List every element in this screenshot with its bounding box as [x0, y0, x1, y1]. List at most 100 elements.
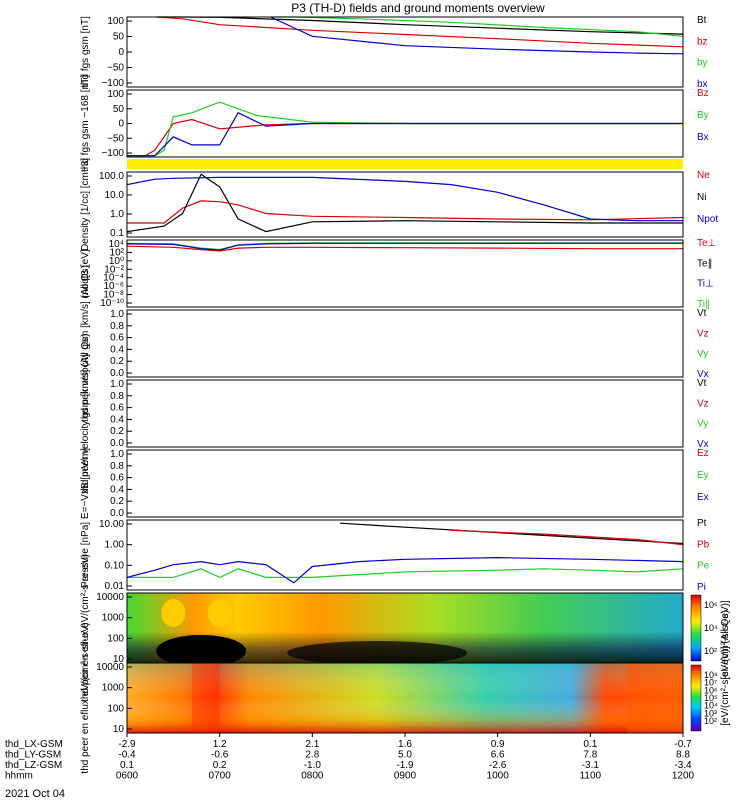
legend-entry: by [697, 58, 708, 69]
y-tick-label: 100 [107, 16, 124, 27]
y-tick-label: 10 [113, 724, 125, 735]
y-tick-label: 100.0 [99, 171, 124, 182]
y-tick-label: 0.1 [110, 228, 124, 239]
footer-value: 0.1 [583, 739, 597, 750]
y-tick-label: 10.0 [105, 190, 125, 201]
colorbar-tick-label: 10⁸ [704, 670, 718, 680]
series-line-bz [156, 16, 684, 48]
panel-frame [126, 519, 684, 591]
footer-value: 0700 [209, 771, 232, 782]
footer-value: 7.8 [583, 750, 597, 761]
y-tick-label: 10² [110, 247, 125, 258]
colorbar-scale [690, 664, 702, 732]
y-tick-label: 100 [107, 633, 124, 644]
colorbar-tick-label: 10² [704, 716, 717, 726]
series-line-Npot [126, 176, 683, 222]
y-tick-label: 0.0 [110, 508, 124, 519]
y-tick-label: 0.2 [110, 496, 124, 507]
footer-value: 2.1 [305, 739, 319, 750]
y-tick-label: 0.01 [105, 581, 125, 592]
footer-row-label: thd_LY-GSM [5, 750, 61, 761]
y-tick-label: 100 [107, 89, 124, 100]
footer-value: 8.8 [676, 750, 690, 761]
y-tick-label: 0.2 [110, 426, 124, 437]
series-line-by [270, 16, 684, 37]
y-tick-label: 0.0 [110, 368, 124, 379]
colorbar: 10⁶ 10⁴ 10² [eV/(cm²-s-sr-eV)] (All Qs) [690, 594, 731, 726]
series-line-Ti⊥ [126, 242, 683, 251]
y-axis-label: thd peer velocity gsm [km/s] (All Qs) [80, 333, 91, 493]
legend-entry: By [697, 110, 709, 121]
footer-value: -1.0 [304, 760, 322, 771]
colorbar-tick-label: 10³ [704, 708, 717, 718]
y-tick-label: 10000 [96, 592, 124, 603]
panel-1: Bt bz by bx 100 50 0 −50 −100 thd fgs gsm [nT] [80, 15, 708, 90]
series-line-By [127, 101, 683, 157]
legend-entry: Bx [697, 132, 709, 143]
y-tick-label: 0.8 [110, 321, 124, 332]
panel-2: Bz By Bx 100 50 0 −50 −100 thd fgs gsm −168 [nT] [80, 75, 709, 172]
y-tick-label: 0.8 [110, 391, 124, 402]
y-axis-label: thd peir en eflux eV/(cm²-s-sr-eV) [80, 554, 91, 702]
panel-frame [126, 171, 684, 238]
footer-value: -3.1 [582, 760, 600, 771]
series-line-bx [270, 16, 684, 55]
footer-value: 1.2 [213, 739, 227, 750]
y-tick-label: 0.6 [110, 473, 124, 484]
footer-value: -1.9 [396, 760, 414, 771]
y-tick-label: 50 [113, 32, 125, 43]
y-tick-label: 0.4 [110, 414, 124, 425]
y-tick-label: 10⁰ [109, 256, 124, 267]
y-tick-label: 10⁻² [104, 264, 124, 275]
y-axis-label: thd peir velocity gsm [km/s] (All Qs) [80, 265, 91, 422]
series-line-Pe [127, 568, 684, 579]
y-axis-label: E=−VxB [mV/m] [80, 448, 91, 519]
y-tick-label: 1.0 [110, 209, 124, 220]
colorbar-label: [eV/(cm²-s-sr-eV)] [720, 600, 731, 680]
y-tick-label: −100 [101, 78, 124, 89]
legend-entry: Te∥ [697, 258, 713, 269]
footer-value: 0.2 [213, 760, 227, 771]
y-tick-label: −50 [107, 63, 124, 74]
series-line-Pb [451, 529, 684, 546]
legend-entry: Ni [697, 192, 706, 203]
colorbar-tick-label: 10⁶ [704, 600, 718, 610]
y-tick-label: 1.0 [110, 379, 124, 390]
date-label: 2021 Oct 04 [5, 788, 65, 800]
footer-value: 0800 [301, 771, 324, 782]
footer-value: 1.6 [398, 739, 412, 750]
panel-8: Pt Pb Pe Pi 10.00 1.00 0.10 0.01 Pressure [nPa] [80, 518, 710, 593]
y-tick-label: 10000 [96, 662, 124, 673]
legend-entry: Vt [697, 308, 707, 319]
y-tick-label: 1.0 [110, 309, 124, 320]
legend-entry: Vx [697, 439, 709, 450]
y-tick-label: 0.0 [110, 438, 124, 449]
legend-entry: Pe [697, 561, 710, 572]
y-tick-label: 10⁻¹⁰ [100, 298, 124, 309]
panel-10: 10⁸10⁷10⁶10⁵10⁴10³10²[eV/(cm²-s-sr-eV)]1… [80, 600, 731, 774]
y-tick-label: 1000 [102, 683, 125, 694]
colorbar-tick-label: 10⁵ [704, 693, 718, 703]
footer-value: 0900 [394, 771, 417, 782]
y-tick-label: 1000 [102, 613, 125, 624]
y-tick-label: 0.4 [110, 484, 124, 495]
legend-entry: Vz [697, 398, 709, 409]
legend-entry: Ti⊥ [697, 279, 714, 290]
chart-title: P3 (TH-D) fields and ground moments over… [291, 1, 545, 15]
legend-entry: Vz [697, 328, 709, 339]
spectrogram-low-flux [156, 635, 247, 667]
y-tick-label: −100 [101, 148, 124, 159]
spectrogram-low-flux [287, 641, 468, 665]
series-line-Te⊥ [126, 245, 683, 252]
footer-value: 5.0 [398, 750, 412, 761]
legend-entry: Npot [697, 214, 718, 225]
legend-entry: bz [697, 36, 708, 47]
y-tick-label: 0.8 [110, 461, 124, 472]
y-axis-label: moqt3 [eV] [80, 249, 91, 298]
footer-row-label: thd_LZ-GSM [5, 760, 62, 771]
y-tick-label: 0 [118, 119, 124, 130]
yellow-status-bar [127, 159, 683, 169]
footer-row-label: hhmm [5, 771, 33, 782]
